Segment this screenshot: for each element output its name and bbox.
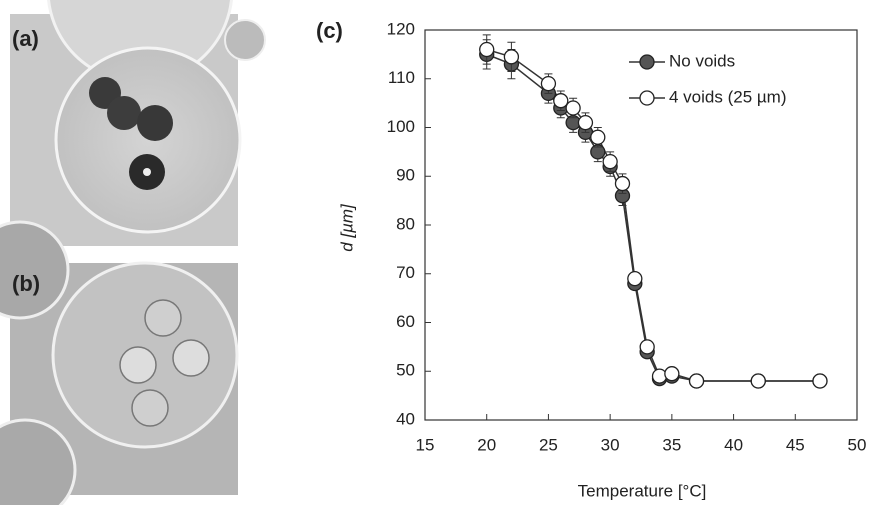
data-point (565, 100, 581, 116)
data-point (602, 153, 618, 170)
data-point (627, 270, 643, 287)
data-point (651, 368, 668, 384)
legend-label: No voids (669, 51, 735, 70)
data-point (540, 75, 557, 92)
x-tick-label: 35 (662, 435, 681, 454)
x-tick-label: 50 (848, 435, 867, 454)
micrograph-b (0, 220, 239, 505)
data-point (577, 114, 594, 131)
data-point (614, 175, 631, 192)
x-tick-label: 20 (477, 435, 496, 454)
y-axis-label: d [µm] (337, 203, 356, 252)
x-tick-label: 25 (539, 435, 558, 454)
data-point (688, 373, 705, 389)
x-axis-label: Temperature [°C] (578, 481, 707, 500)
y-tick-label: 50 (396, 361, 415, 380)
data-point (553, 93, 569, 109)
y-tick-label: 40 (396, 409, 415, 428)
y-tick-label: 70 (396, 263, 415, 282)
legend-marker (639, 90, 655, 106)
data-point (750, 373, 766, 389)
data-point (590, 129, 606, 145)
y-tick-label: 120 (387, 19, 415, 38)
panel-label: (b) (12, 271, 40, 296)
plot-frame (424, 29, 858, 421)
data-point (479, 41, 495, 58)
x-tick-label: 30 (601, 435, 620, 454)
y-tick-label: 90 (396, 166, 415, 185)
x-tick-label: 15 (416, 435, 435, 454)
panel-label: (c) (316, 18, 343, 43)
legend-marker (639, 54, 655, 70)
micrograph-a (10, 0, 266, 246)
y-tick-label: 60 (396, 312, 415, 331)
data-point (812, 373, 828, 389)
data-point (503, 49, 520, 65)
data-point (664, 366, 680, 382)
data-point (639, 339, 655, 355)
x-tick-label: 40 (724, 435, 743, 454)
y-tick-label: 110 (388, 68, 415, 87)
y-tick-label: 100 (387, 117, 415, 136)
x-tick-label: 45 (786, 435, 805, 454)
y-tick-label: 80 (396, 214, 415, 233)
legend-label: 4 voids (25 µm) (669, 87, 787, 106)
panel-label: (a) (12, 26, 39, 51)
